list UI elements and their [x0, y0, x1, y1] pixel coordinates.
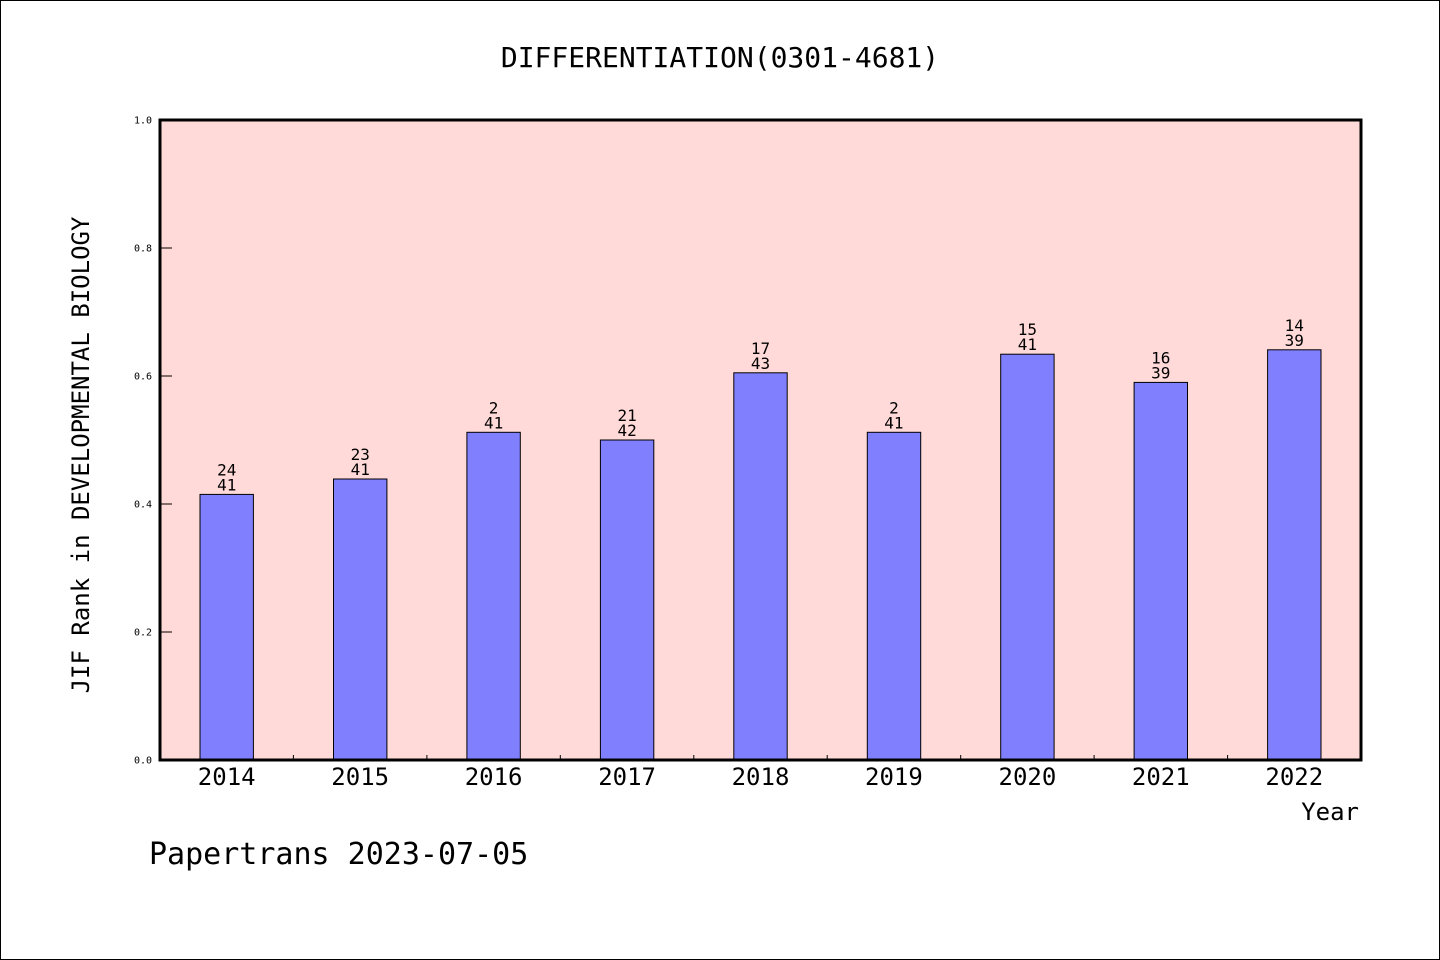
- bar-label-total-2016: 41: [484, 413, 503, 432]
- bar-label-total-2017: 42: [617, 421, 636, 440]
- bar-label-total-2022: 39: [1285, 331, 1304, 350]
- bar-2018: [733, 372, 788, 761]
- x-tick-label-2022: 2022: [1265, 763, 1323, 791]
- plot-border: [158, 118, 1363, 762]
- x-tick-label-2018: 2018: [732, 763, 790, 791]
- x-tick-label-2015: 2015: [331, 763, 389, 791]
- bar-2020: [1000, 353, 1055, 761]
- y-tick-label: 0.0: [134, 756, 152, 767]
- x-tick-label-2016: 2016: [465, 763, 523, 791]
- x-tick-label-2021: 2021: [1132, 763, 1190, 791]
- bar-label-total-2020: 41: [1018, 335, 1037, 354]
- x-tick-label-2017: 2017: [598, 763, 656, 791]
- bar-2021: [1133, 381, 1188, 761]
- bar-label-rank-2022: 14: [1285, 316, 1304, 335]
- bar-2015: [333, 478, 388, 761]
- bar-2014: [199, 493, 254, 761]
- x-axis-label: Year: [1301, 798, 1359, 826]
- y-tick-label: 0.8: [134, 244, 152, 255]
- bar-label-total-2021: 39: [1151, 363, 1170, 382]
- chart-title: DIFFERENTIATION(0301-4681): [501, 41, 939, 74]
- bar-label-total-2019: 41: [884, 413, 903, 432]
- bar-label-rank-2018: 17: [751, 339, 770, 358]
- bars: [199, 349, 1322, 761]
- bar-label-rank-2015: 23: [351, 445, 370, 464]
- bar-2022: [1267, 349, 1322, 761]
- x-tick-label-2020: 2020: [999, 763, 1057, 791]
- bar-label-total-2018: 43: [751, 354, 770, 373]
- y-tick-label: 0.4: [134, 500, 152, 511]
- bar-label-rank-2019: 2: [889, 398, 899, 417]
- bar-2019: [866, 431, 922, 761]
- bar-label-total-2015: 41: [351, 460, 370, 479]
- bar-label-rank-2016: 2: [489, 398, 499, 417]
- y-tick-label: 1.0: [134, 116, 152, 127]
- bar-2016: [466, 431, 521, 761]
- bar-label-rank-2014: 24: [217, 460, 236, 479]
- y-axis-label: JIF Rank in DEVELOPMENTAL BIOLOGY: [67, 216, 95, 693]
- footer-credit: Papertrans 2023-07-05: [149, 837, 528, 872]
- x-axis-ticks: 2014 2015 2016 2017 2018 2019 2020 2021 2022: [198, 755, 1323, 791]
- bar-label-rank-2020: 15: [1018, 320, 1037, 339]
- y-tick-label: 0.6: [134, 372, 152, 383]
- bar-label-rank-2017: 21: [617, 406, 636, 425]
- bar-label-rank-2021: 16: [1151, 348, 1170, 367]
- y-tick-label: 0.2: [134, 628, 152, 639]
- x-tick-label-2019: 2019: [865, 763, 923, 791]
- bar-2017: [599, 439, 655, 761]
- x-tick-label-2014: 2014: [198, 763, 256, 791]
- bar-label-total-2014: 41: [217, 475, 236, 494]
